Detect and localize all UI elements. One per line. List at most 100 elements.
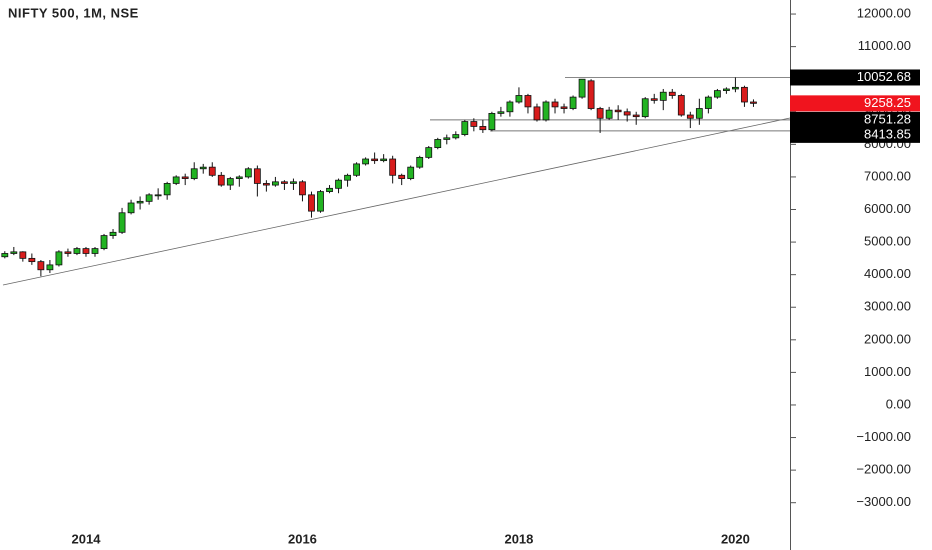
price-label-box [790,111,920,128]
x-tick-label: 2016 [288,531,317,546]
price-label-box [790,69,920,86]
candle-body [19,251,27,259]
candle-body [335,179,342,189]
y-tick-label: 11000.00 [858,38,911,53]
candle-body [515,95,523,103]
candle-body [695,108,703,119]
candle-body [479,126,487,131]
candle-body [560,106,568,109]
y-tick-label: 12000.00 [857,5,911,20]
candle-body [407,166,415,179]
candle-body [10,251,18,254]
candle-body [281,181,288,184]
candle-body [723,88,730,91]
candle-body [380,158,388,162]
price-label-box [790,95,920,112]
candle-body [416,156,424,168]
candle-body [668,91,676,96]
candle-body [524,95,532,108]
candle-body [443,137,451,140]
y-tick-label: 2000.00 [864,331,911,346]
candle-body [317,191,324,212]
candle-body [217,174,225,186]
candle-body [118,212,126,233]
candle-body [632,114,640,118]
candle-body [344,174,351,181]
candle-body [659,91,667,101]
y-tick-label: 3000.00 [864,299,911,314]
candle-body [470,121,478,127]
y-tick-label: 4000.00 [864,266,911,281]
candle-body [145,194,153,202]
price-label: 9258.25 [864,95,911,110]
candle-body [398,174,406,179]
y-tick-label: −1000.00 [856,429,911,444]
candle-body [100,235,108,249]
candle-body [596,108,604,119]
candle-body [1,253,9,258]
trend-line [2,117,791,286]
candle-body [127,202,135,214]
candle-body [578,78,586,98]
y-tick-label: 5000.00 [864,234,911,249]
candle-body [750,101,757,104]
chart-title: NIFTY 500, 1M, NSE [8,5,139,20]
candle-body [713,90,721,98]
candle-body [82,248,90,254]
candle-body [353,163,360,176]
candle-body [308,194,315,212]
candle-body [623,111,631,116]
candle-body [686,114,694,119]
candle-body [362,158,370,165]
candle-body [389,158,397,176]
candle-body [208,166,216,176]
candle-body [551,101,559,108]
y-tick-label: 7000.00 [864,168,911,183]
candle-body [136,200,144,204]
y-tick-label: 1000.00 [864,364,911,379]
y-tick-label: −3000.00 [856,494,911,509]
candle-body [181,176,189,179]
candle-body [73,248,81,254]
candle-body [299,181,306,196]
candle-body [253,168,261,184]
candle-body [190,168,198,179]
candle-body [587,80,595,109]
candle-body [497,111,505,114]
candle-body [614,109,622,113]
candle-body [163,183,171,196]
candle-body [271,181,279,186]
x-tick-label: 2014 [72,531,102,546]
candle-body [226,178,234,186]
y-tick-label: 6000.00 [864,201,911,216]
candle-body [569,96,577,109]
candle-body [704,96,712,109]
candle-body [28,257,36,263]
candle-body [37,261,45,271]
candle-body [290,181,297,184]
candle-body [64,251,72,254]
candle-body [46,264,54,271]
candle-body [677,95,685,116]
candle-body [732,86,739,90]
candle-body [641,98,649,118]
candle-body [741,86,748,103]
candle-body [109,231,117,236]
price-label: 8751.28 [864,111,911,126]
y-tick-label: −2000.00 [856,462,911,477]
candle-body [488,113,496,131]
x-tick-label: 2020 [721,531,750,546]
candle-body [262,183,270,186]
candle-body [452,134,460,139]
candle-body [199,166,207,170]
candle-body [425,147,433,158]
candle-body [371,158,379,162]
candle-body [154,194,162,197]
candle-body [605,109,613,119]
price-label: 10052.68 [857,69,911,84]
candle-body [650,98,658,101]
candle-body [542,101,550,121]
candle-body [55,251,63,266]
